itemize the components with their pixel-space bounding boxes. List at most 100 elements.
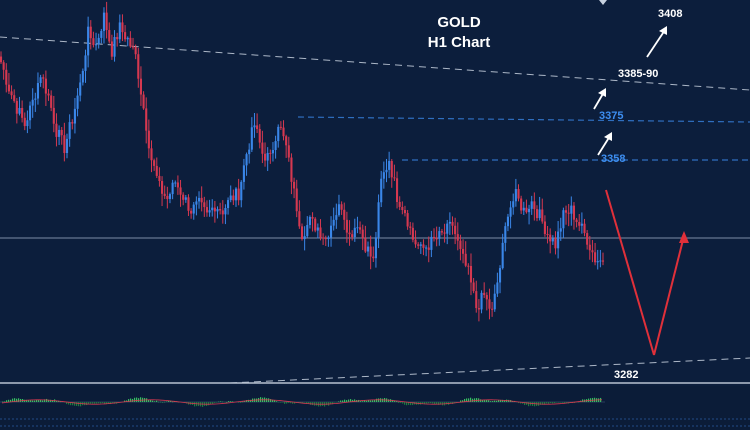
candle-body bbox=[155, 165, 158, 176]
oscillator-bar bbox=[286, 402, 288, 404]
oscillator-bar bbox=[302, 402, 304, 404]
candle-body bbox=[366, 246, 370, 252]
candle-body bbox=[525, 207, 528, 213]
candle-body bbox=[599, 260, 602, 262]
oscillator-bar bbox=[496, 400, 498, 402]
candle-body bbox=[36, 83, 40, 99]
candle-body bbox=[110, 41, 113, 57]
oscillator-bar bbox=[166, 401, 168, 402]
oscillator-bar bbox=[564, 402, 566, 404]
candle-body bbox=[353, 227, 356, 238]
candle-body bbox=[287, 145, 290, 158]
oscillator-bar bbox=[106, 402, 108, 405]
candle-body bbox=[467, 265, 470, 267]
oscillator-bar bbox=[368, 400, 370, 402]
oscillator-bar bbox=[170, 400, 172, 402]
candle-body bbox=[554, 238, 557, 249]
oscillator-bar bbox=[464, 398, 466, 402]
candle-body bbox=[118, 22, 121, 40]
oscillator-bar bbox=[534, 402, 536, 407]
candle-body bbox=[520, 198, 523, 211]
candle-body bbox=[2, 62, 5, 70]
oscillator-bar bbox=[80, 402, 82, 407]
candle-body bbox=[0, 56, 3, 63]
arrow-3385-head-icon bbox=[598, 88, 606, 97]
candle-body bbox=[351, 234, 354, 238]
candle-body bbox=[454, 225, 457, 235]
oscillator-bar bbox=[102, 402, 104, 404]
candle-body bbox=[601, 260, 605, 262]
level-label-3375: 3375 bbox=[599, 110, 623, 122]
oscillator-bar bbox=[42, 400, 44, 402]
candle-body bbox=[329, 225, 333, 238]
oscillator-bar bbox=[212, 402, 214, 405]
scroll-marker-icon[interactable] bbox=[599, 0, 607, 5]
oscillator-bar bbox=[546, 402, 548, 404]
candle-body bbox=[528, 208, 531, 213]
candle-body bbox=[332, 219, 335, 226]
candle-body bbox=[583, 223, 586, 234]
candle-body bbox=[73, 108, 76, 124]
candle-body bbox=[480, 292, 483, 310]
oscillator-bar bbox=[140, 397, 142, 402]
candle-body bbox=[237, 188, 240, 201]
candle-body bbox=[398, 201, 401, 207]
oscillator-bar bbox=[336, 402, 338, 403]
candle-body bbox=[327, 237, 330, 239]
candle-body bbox=[440, 231, 443, 233]
candle-body bbox=[234, 188, 238, 201]
candle-body bbox=[250, 127, 253, 150]
oscillator-bar bbox=[392, 399, 394, 402]
oscillator-bar bbox=[468, 398, 470, 402]
oscillator-bar bbox=[402, 402, 404, 404]
candle-body bbox=[224, 208, 227, 215]
candle-body bbox=[221, 210, 224, 215]
candle-body bbox=[219, 209, 222, 211]
candle-body bbox=[153, 160, 156, 166]
candle-body bbox=[298, 211, 301, 227]
oscillator-bar bbox=[460, 400, 462, 402]
oscillator-bar bbox=[298, 402, 300, 403]
oscillator-bar bbox=[400, 402, 402, 403]
oscillator-bar bbox=[382, 398, 384, 402]
candle-body bbox=[459, 240, 462, 249]
candle-body bbox=[345, 219, 348, 233]
oscillator-bar bbox=[226, 401, 228, 403]
oscillator-bar bbox=[92, 402, 94, 404]
candle-body bbox=[290, 157, 293, 182]
candle-body bbox=[435, 238, 438, 240]
candles bbox=[0, 1, 605, 322]
candle-body bbox=[359, 227, 362, 230]
candle-body bbox=[31, 99, 34, 106]
oscillator-bar bbox=[338, 401, 340, 402]
candle-body bbox=[34, 98, 37, 100]
candle-body bbox=[163, 193, 166, 196]
candle-body bbox=[79, 82, 82, 96]
candle-body bbox=[369, 246, 372, 257]
candle-body bbox=[491, 308, 494, 310]
candle-body bbox=[530, 201, 533, 209]
candle-body bbox=[451, 221, 454, 226]
candle-body bbox=[314, 218, 317, 231]
oscillator-bar bbox=[270, 399, 272, 402]
oscillator-bar bbox=[44, 399, 46, 402]
candle-body bbox=[385, 169, 388, 173]
level-label-3385-90: 3385-90 bbox=[618, 68, 658, 80]
candle-body bbox=[44, 78, 47, 94]
candle-body bbox=[7, 84, 10, 92]
candle-body bbox=[393, 177, 396, 179]
candle-body bbox=[158, 175, 161, 182]
oscillator-bar bbox=[472, 398, 474, 402]
chart-title: GOLD bbox=[437, 14, 480, 31]
oscillator-bar bbox=[310, 402, 312, 405]
candle-body bbox=[472, 282, 475, 292]
oscillator-bar bbox=[128, 399, 130, 402]
oscillator-bar bbox=[446, 402, 448, 405]
oscillator-bar bbox=[66, 402, 68, 405]
oscillator-bar bbox=[154, 401, 156, 402]
candle-body bbox=[462, 248, 465, 254]
oscillator-bar bbox=[426, 402, 428, 404]
oscillator-bar bbox=[552, 402, 554, 404]
candle-body bbox=[277, 126, 280, 142]
oscillator-bar bbox=[76, 402, 78, 406]
